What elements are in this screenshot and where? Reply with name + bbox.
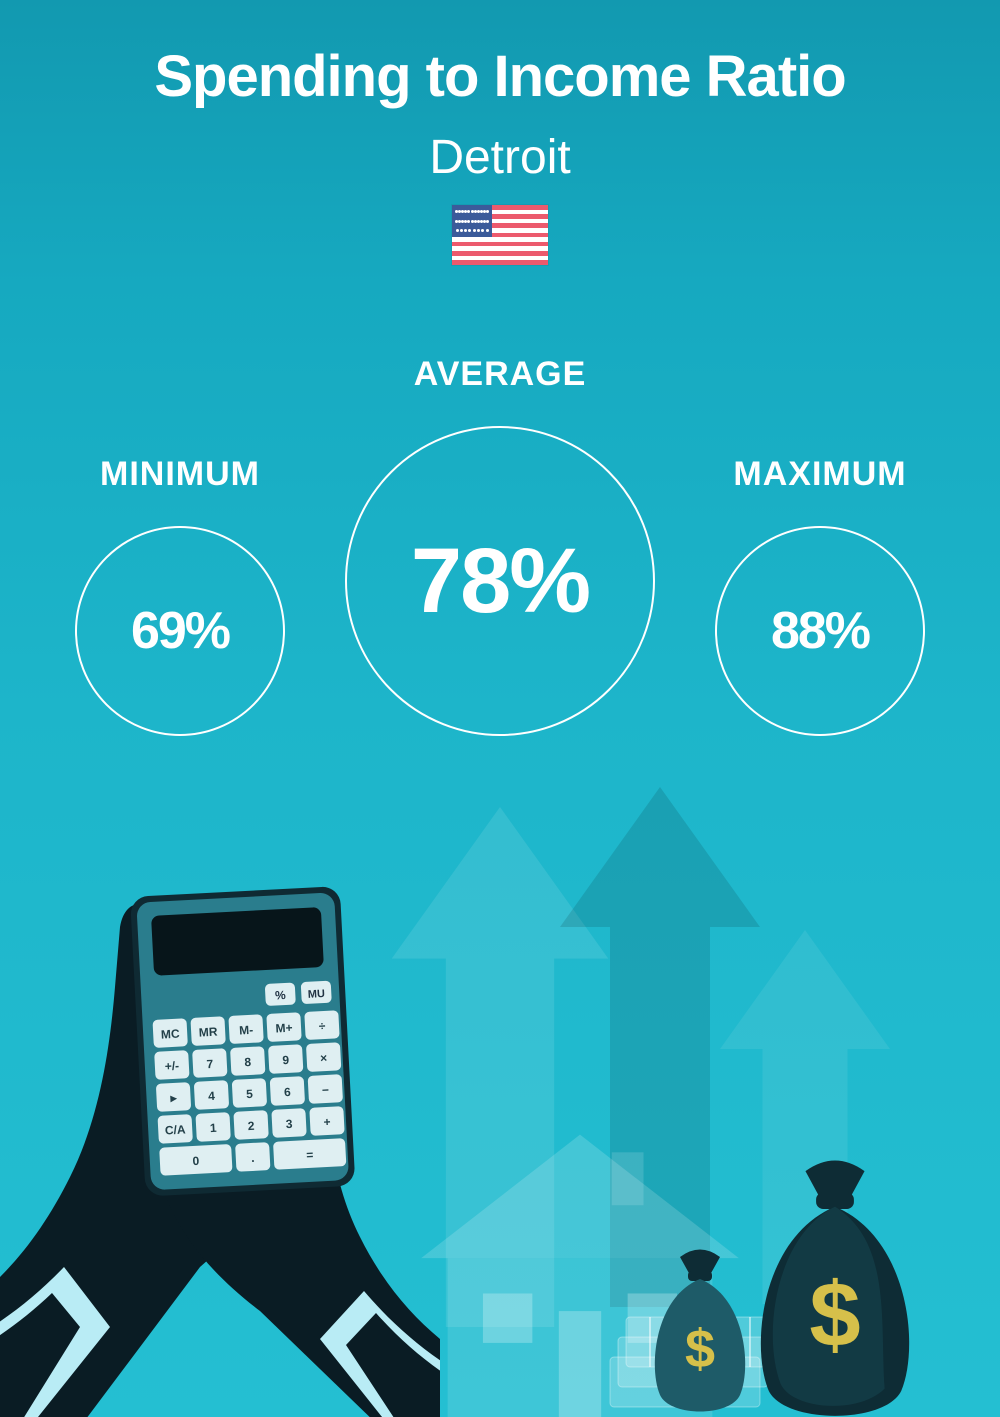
svg-text:%: % bbox=[275, 988, 287, 1003]
subtitle-city: Detroit bbox=[0, 130, 1000, 185]
svg-text:M-: M- bbox=[239, 1023, 254, 1038]
page-title: Spending to Income Ratio bbox=[0, 0, 1000, 106]
us-flag-icon bbox=[452, 205, 548, 265]
svg-text:M+: M+ bbox=[275, 1021, 293, 1036]
flag-container bbox=[0, 205, 1000, 265]
stat-value: 69% bbox=[131, 601, 229, 661]
svg-text:MR: MR bbox=[198, 1025, 218, 1040]
svg-text:0: 0 bbox=[192, 1154, 200, 1168]
svg-text:÷: ÷ bbox=[318, 1019, 326, 1033]
stat-minimum: MINIMUM 69% bbox=[75, 455, 285, 736]
svg-text:8: 8 bbox=[244, 1055, 252, 1069]
svg-text:9: 9 bbox=[282, 1053, 290, 1067]
stat-maximum: MAXIMUM 88% bbox=[715, 455, 925, 736]
up-arrow-icon bbox=[720, 907, 890, 1327]
svg-text:$: $ bbox=[685, 1319, 715, 1379]
svg-text:▸: ▸ bbox=[169, 1091, 178, 1105]
house-icon bbox=[400, 1117, 760, 1417]
svg-text:3: 3 bbox=[285, 1117, 293, 1131]
svg-text:6: 6 bbox=[284, 1085, 292, 1099]
stat-circle: 88% bbox=[715, 526, 925, 736]
svg-text:+: + bbox=[323, 1115, 331, 1129]
stat-label: MAXIMUM bbox=[733, 455, 906, 494]
stat-circle: 69% bbox=[75, 526, 285, 736]
up-arrow-icon bbox=[390, 807, 610, 1327]
money-bag-icon: $ bbox=[640, 1247, 760, 1417]
svg-text:=: = bbox=[306, 1148, 314, 1162]
illustration-layer: $ $ bbox=[0, 717, 1000, 1417]
infographic-canvas: Spending to Income Ratio Detroit MINIMUM… bbox=[0, 0, 1000, 1417]
stat-value: 78% bbox=[411, 529, 589, 634]
up-arrow-icon bbox=[560, 767, 760, 1327]
svg-text:5: 5 bbox=[246, 1087, 254, 1101]
svg-text:C/A: C/A bbox=[165, 1122, 187, 1137]
svg-text:MC: MC bbox=[161, 1027, 181, 1042]
cash-stack-icon bbox=[600, 1267, 780, 1417]
svg-text:4: 4 bbox=[208, 1089, 216, 1103]
svg-text:7: 7 bbox=[206, 1057, 214, 1071]
svg-text:.: . bbox=[251, 1151, 255, 1165]
stats-row: MINIMUM 69% AVERAGE 78% MAXIMUM 88% bbox=[0, 355, 1000, 736]
stat-label: AVERAGE bbox=[414, 355, 587, 394]
svg-text:1: 1 bbox=[209, 1121, 217, 1135]
stat-value: 88% bbox=[771, 601, 869, 661]
svg-text:2: 2 bbox=[247, 1119, 255, 1133]
stat-average: AVERAGE 78% bbox=[345, 355, 655, 736]
stat-circle: 78% bbox=[345, 426, 655, 736]
svg-text:−: − bbox=[322, 1083, 330, 1097]
svg-text:+/-: +/- bbox=[164, 1059, 179, 1074]
money-bag-icon: $ bbox=[740, 1157, 930, 1417]
stat-label: MINIMUM bbox=[100, 455, 260, 494]
svg-text:×: × bbox=[320, 1051, 328, 1065]
svg-text:MU: MU bbox=[307, 988, 325, 1001]
hands-calculator-icon: % MU MC MR M- M+ ÷ +/- 7 8 9 × ▸ 4 5 6 − C/A 1 2 3 +0. = bbox=[0, 787, 440, 1417]
svg-text:$: $ bbox=[809, 1263, 860, 1366]
